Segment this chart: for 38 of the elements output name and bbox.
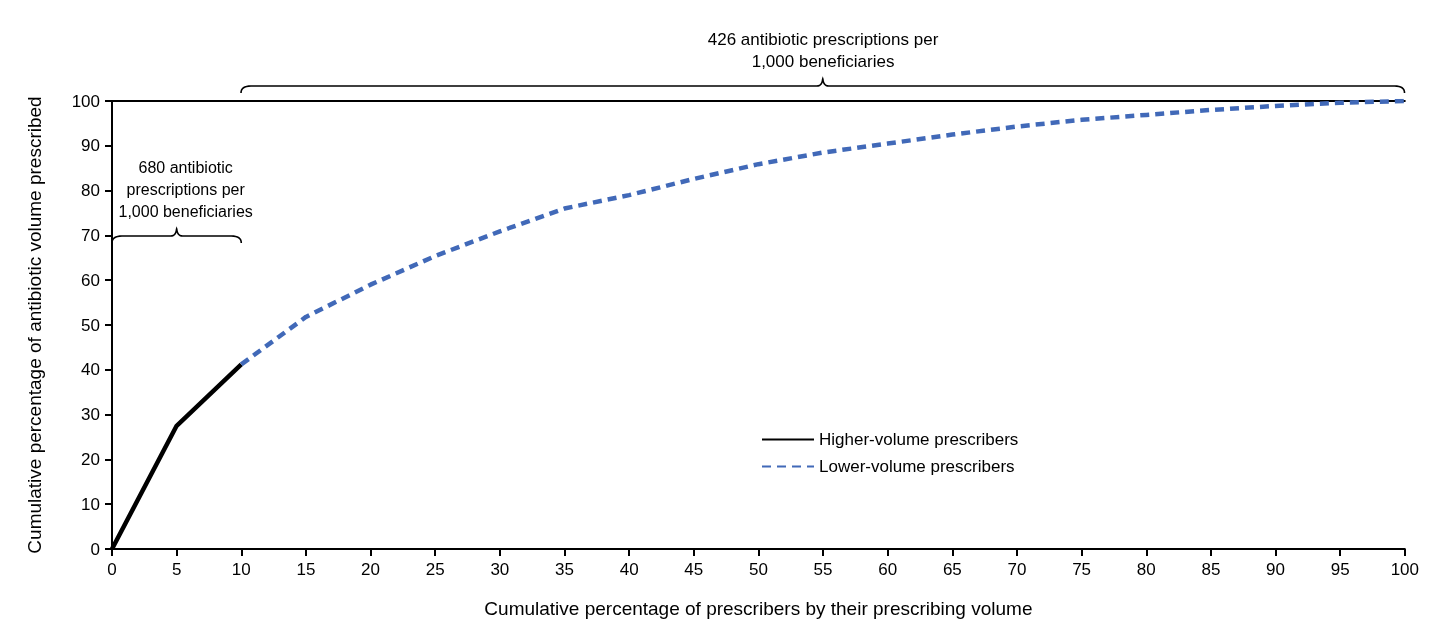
x-tick-label: 85 [1201,560,1221,579]
y-tick-label: 60 [81,270,100,290]
x-tick-label: 45 [684,560,704,579]
x-tick-label: 35 [555,560,574,579]
x-tick-label: 90 [1266,560,1285,579]
x-tick-label: 5 [171,560,182,579]
legend-label: Lower-volume prescribers [819,457,1015,476]
y-tick-label: 50 [81,315,100,335]
x-axis-title: Cumulative percentage of prescribers by their prescribing volume [484,598,1033,619]
text: 426 antibiotic prescriptions per 1,000 beneficiaries [706,29,940,73]
x-tick-label: 25 [425,560,445,579]
x-tick-label: 20 [361,560,381,579]
y-tick-label: 10 [81,494,100,514]
y-axis-title: Cumulative percentage of antibiotic volume prescribed [24,96,45,554]
y-tick-label: 0 [90,539,100,559]
y-tick-label: 100 [71,91,100,111]
y-tick-label: 90 [81,136,100,156]
x-tick-label: 100 [1390,560,1420,579]
y-tick-label: 70 [81,225,100,245]
x-tick-label: 15 [296,560,316,579]
x-tick-label: 60 [878,560,898,579]
y-tick-label: 30 [81,405,100,425]
x-tick-label: 0 [107,560,117,579]
legend-label: Higher-volume prescribers [819,430,1019,449]
y-tick-label: 40 [81,360,100,380]
annotation: 680 antibiotic prescriptions per 1,000 beneficiaries [117,158,254,222]
x-tick-label: 55 [813,560,833,579]
x-tick-label: 75 [1072,560,1092,579]
x-tick-label: 65 [942,560,962,579]
y-tick-label: 20 [81,449,100,469]
x-tick-label: 40 [619,560,639,579]
y-tick-label: 80 [81,181,100,201]
x-tick-label: 30 [490,560,510,579]
x-tick-label: 50 [748,560,768,579]
x-tick-label: 10 [231,560,251,579]
x-tick-label: 95 [1330,560,1350,579]
x-tick-label: 70 [1007,560,1027,579]
x-tick-label: 80 [1136,560,1156,579]
